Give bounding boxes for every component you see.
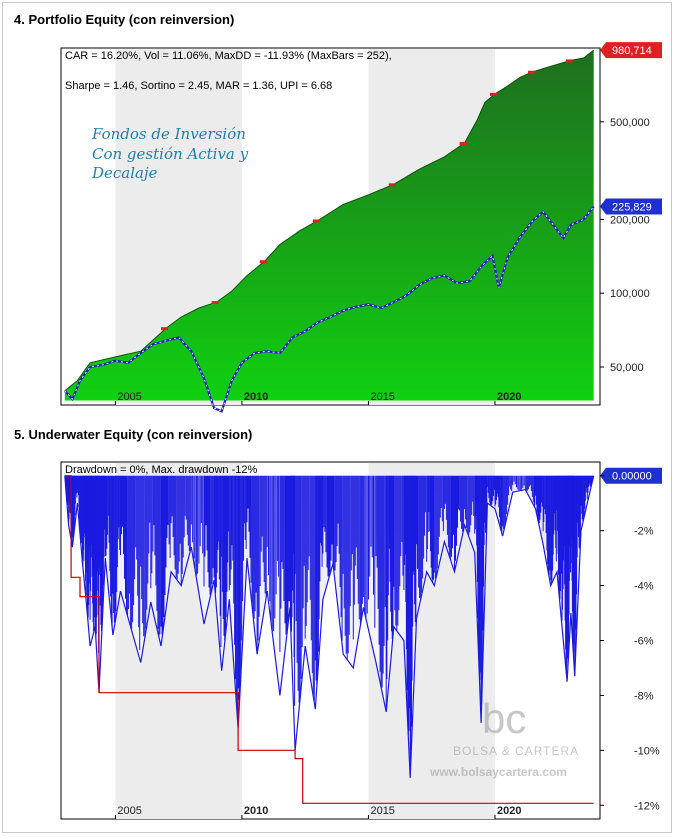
underwater-chart: 0.00000 -2% -4% -6% -8% -10% -12% 2005 2010 2015… bbox=[60, 461, 662, 820]
underwater-y-tick-label: -8% bbox=[634, 690, 654, 702]
strategy-last-value-box bbox=[600, 42, 662, 59]
watermark-name: BOLSA & CARTERA bbox=[453, 744, 579, 758]
equity-y-tick-label: 100,000 bbox=[610, 288, 650, 300]
benchmark-last-value-label: 225,829 bbox=[612, 201, 652, 213]
benchmark-last-value-box bbox=[600, 198, 662, 215]
strategy-peak-marker-30 bbox=[565, 59, 573, 63]
underwater-y-tick-label: -4% bbox=[634, 581, 654, 593]
underwater-x-tick-label: 2010 bbox=[244, 805, 268, 817]
underwater-y-tick-label: -6% bbox=[634, 636, 654, 648]
strategy-peak-marker-15 bbox=[312, 219, 320, 223]
benchmark-last-value-tag: 225,829 bbox=[600, 198, 662, 215]
underwater-y-tick-label: -2% bbox=[634, 526, 654, 538]
equity-chart: 980,714 225,829 50,000 100,000 200,000 500,0… bbox=[60, 42, 662, 413]
strategy-peak-marker-27 bbox=[527, 70, 535, 74]
annotation-line2: Con gestión Activa y bbox=[92, 145, 249, 163]
strategy-peak-marker-9 bbox=[211, 301, 219, 305]
underwater-x-tick-label: 2015 bbox=[370, 805, 394, 817]
watermark-url: www.bolsaycartera.com bbox=[429, 765, 567, 779]
equity-x-tick-label: 2015 bbox=[370, 391, 394, 403]
equity-y-tick-label: 50,000 bbox=[610, 362, 644, 374]
underwater-y-tick-label: 0.00000 bbox=[612, 471, 652, 483]
watermark: bc BOLSA & CARTERA www.bolsaycartera.com bbox=[429, 695, 579, 779]
drawdown-last-value-box bbox=[600, 467, 662, 484]
strategy-peak-marker-12 bbox=[259, 260, 267, 264]
annotation-line3: Decalaje bbox=[91, 164, 158, 182]
equity-y-tick-label: 200,000 bbox=[610, 214, 650, 226]
strategy-peak-marker-21 bbox=[459, 141, 467, 145]
watermark-logo: bc bbox=[482, 695, 526, 742]
underwater-y-tick-label: -12% bbox=[634, 800, 660, 812]
strategy-peak-marker-18 bbox=[388, 183, 396, 187]
underwater-x-tick-label: 2020 bbox=[497, 805, 521, 817]
underwater-y-tick-label: -10% bbox=[634, 745, 660, 757]
underwater-series-layer bbox=[64, 467, 662, 804]
annotation-line1: Fondos de Inversión bbox=[91, 125, 246, 143]
underwater-section-title: 5. Underwater Equity (con reinversion) bbox=[14, 427, 253, 442]
drawdown-area bbox=[64, 475, 594, 778]
equity-y-axis: 50,000 100,000 200,000 500,000 bbox=[600, 117, 650, 374]
equity-x-tick-label: 2010 bbox=[244, 391, 268, 403]
equity-y-tick-label: 500,000 bbox=[610, 117, 650, 129]
benchmark-line-highlight bbox=[64, 206, 595, 412]
strategy-peak-marker-6 bbox=[161, 327, 169, 331]
drawdown-line bbox=[64, 475, 595, 778]
equity-section-title: 4. Portfolio Equity (con reinversion) bbox=[14, 12, 235, 27]
equity-stats-line2: Sharpe = 1.46, Sortino = 2.45, MAR = 1.3… bbox=[65, 80, 332, 92]
equity-series-layer: 980,714 225,829 bbox=[63, 42, 662, 413]
underwater-y-axis: 0.00000 -2% -4% -6% -8% -10% -12% bbox=[600, 471, 660, 812]
underwater-stats: Drawdown = 0%, Max. drawdown -12% bbox=[65, 464, 257, 476]
underwater-x-axis: 2005 2010 2015 2020 bbox=[114, 805, 521, 819]
equity-x-tick-label: 2005 bbox=[117, 391, 141, 403]
equity-stats-line1: CAR = 16.20%, Vol = 11.06%, MaxDD = -11.… bbox=[65, 50, 392, 62]
strategy-last-value-tag: 980,714 bbox=[600, 42, 662, 59]
strategy-last-value-label: 980,714 bbox=[612, 45, 652, 57]
drawdown-last-value-tag bbox=[600, 467, 662, 484]
strategy-equity-area bbox=[64, 50, 594, 401]
max-drawdown-line bbox=[64, 475, 594, 804]
strategy-peak-marker-24 bbox=[489, 92, 497, 96]
equity-x-axis: 2005 2010 2015 2020 bbox=[114, 391, 521, 405]
equity-x-tick-label: 2020 bbox=[497, 391, 521, 403]
underwater-x-tick-label: 2005 bbox=[117, 805, 141, 817]
